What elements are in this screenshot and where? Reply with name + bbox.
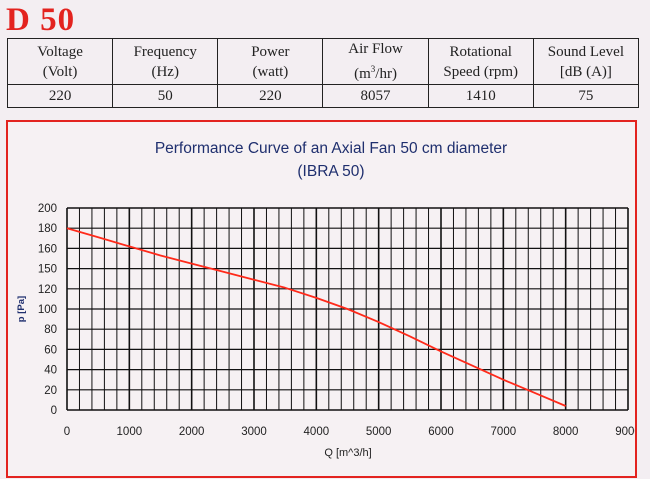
y-tick-label: 0 <box>51 405 57 417</box>
spec-label: Voltage <box>37 43 83 60</box>
x-tick-label: 1000 <box>117 426 143 438</box>
y-tick-label: 160 <box>38 243 57 255</box>
x-axis-label: Q [m^3/h] <box>324 447 371 459</box>
spec-power-value: 220 <box>217 84 324 108</box>
spec-unit: (watt) <box>252 63 289 80</box>
spec-unit: (m3/hr) <box>323 59 427 84</box>
x-tick-label: 2000 <box>179 426 205 438</box>
spec-airflow-value: 8057 <box>322 84 429 108</box>
chart-panel: Performance Curve of an Axial Fan 50 cm … <box>6 120 637 478</box>
spec-label: Sound Level <box>547 43 625 60</box>
y-tick-label: 150 <box>38 264 57 276</box>
x-tick-label: 9000 <box>615 426 635 438</box>
y-tick-label: 100 <box>38 304 57 316</box>
y-tick-label: 20 <box>44 385 57 397</box>
x-tick-label: 5000 <box>366 426 392 438</box>
spec-speed-header: Rotational Speed (rpm) <box>427 38 534 85</box>
x-tick-label: 3000 <box>241 426 267 438</box>
x-tick-label: 8000 <box>553 426 579 438</box>
spec-speed-value: 1410 <box>427 84 534 108</box>
spec-label: Power <box>251 43 290 60</box>
spec-sound-value: 75 <box>532 84 640 108</box>
x-tick-label: 7000 <box>491 426 517 438</box>
y-tick-label: 40 <box>44 365 57 377</box>
spec-airflow-header: Air Flow (m3/hr) <box>322 38 429 85</box>
spec-unit: Speed (rpm) <box>443 63 518 80</box>
y-tick-label: 200 <box>38 203 57 215</box>
x-tick-label: 0 <box>64 426 70 438</box>
spec-unit-post: /hr) <box>375 66 397 82</box>
y-tick-label: 180 <box>38 223 57 235</box>
model-title: D 50 <box>6 2 76 38</box>
chart-title: Performance Curve of an Axial Fan 50 cm … <box>155 140 507 157</box>
specs-value-row: 220 50 220 8057 1410 75 <box>6 84 640 108</box>
y-tick-label: 80 <box>44 324 57 336</box>
x-tick-label: 4000 <box>304 426 330 438</box>
spec-unit: [dB (A)] <box>559 63 612 80</box>
y-axis-label: p [Pa] <box>16 296 27 322</box>
spec-voltage-header: Voltage (Volt) <box>6 38 114 85</box>
performance-curve <box>66 227 567 407</box>
specs-table: Voltage (Volt) Frequency (Hz) Power (watt) … <box>6 38 640 108</box>
x-tick-label: 6000 <box>428 426 454 438</box>
performance-chart: Performance Curve of an Axial Fan 50 cm … <box>16 140 635 459</box>
specs-header-row: Voltage (Volt) Frequency (Hz) Power (watt) … <box>6 38 640 85</box>
spec-unit-pre: (m <box>354 66 371 82</box>
spec-voltage-value: 220 <box>6 84 114 108</box>
spec-frequency-header: Frequency (Hz) <box>112 38 219 85</box>
spec-label: Rotational <box>449 43 512 60</box>
spec-label: Frequency <box>133 43 197 60</box>
spec-unit-sup: 3 <box>370 64 376 74</box>
chart-subtitle: (IBRA 50) <box>297 163 364 180</box>
y-tick-label: 120 <box>38 284 57 296</box>
spec-unit: (Hz) <box>151 63 179 80</box>
spec-label: Air Flow <box>348 41 403 57</box>
spec-unit: (Volt) <box>42 63 78 80</box>
y-tick-label: 60 <box>44 344 57 356</box>
spec-frequency-value: 50 <box>112 84 219 108</box>
spec-power-header: Power (watt) <box>217 38 324 85</box>
spec-sound-header: Sound Level [dB (A)] <box>532 38 640 85</box>
